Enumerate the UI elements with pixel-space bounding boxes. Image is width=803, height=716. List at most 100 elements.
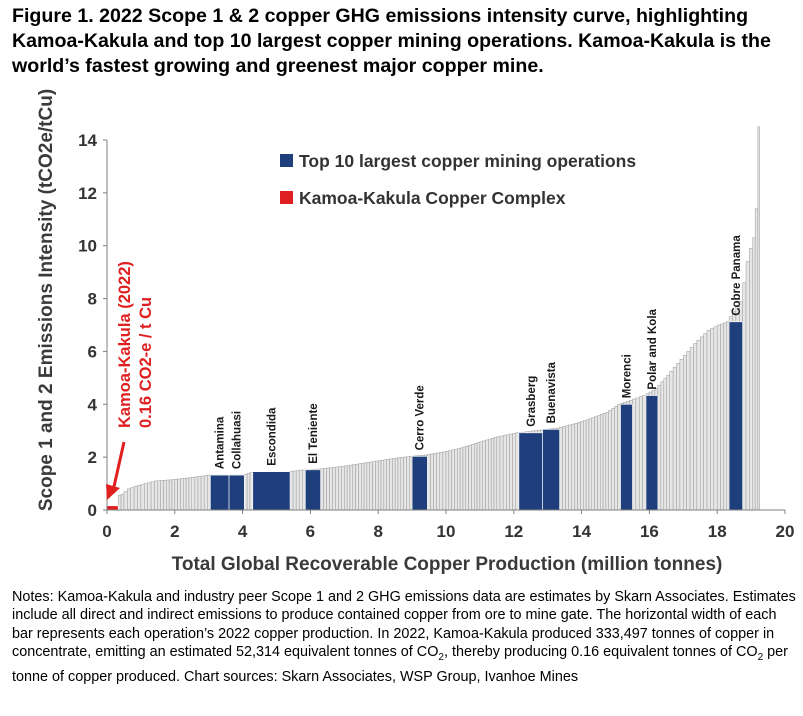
highlighted-bars (106, 321, 743, 511)
industry-bar (127, 488, 131, 511)
industry-bar (363, 462, 368, 511)
legend: Top 10 largest copper mining operations … (280, 151, 636, 208)
x-tick-label: 10 (437, 522, 456, 541)
notes-part-2: , thereby producing 0.16 equivalent tonn… (443, 644, 758, 661)
industry-bar (298, 469, 303, 511)
industry-bar (488, 438, 492, 511)
y-tick-label: 6 (88, 342, 97, 361)
y-tick-label: 0 (88, 501, 97, 520)
industry-bar (380, 459, 385, 511)
x-tick-label: 12 (504, 522, 523, 541)
industry-bar (451, 449, 455, 511)
industry-bar (580, 421, 584, 511)
industry-bar (180, 478, 184, 511)
industry-bar (696, 339, 701, 511)
tick-labels: 0 2 4 6 8 10 12 14 0 2 4 6 8 10 12 14 16 18 20 (78, 131, 794, 541)
legend-label-kamoa: Kamoa-Kakula Copper Complex (299, 188, 566, 208)
industry-bar (341, 466, 345, 511)
industry-bar (117, 495, 122, 511)
y-tick-label: 8 (88, 290, 97, 309)
industry-bar (686, 351, 691, 511)
bar-label: Buenavista (546, 361, 558, 423)
industry-bar (638, 396, 643, 511)
figure-title: Figure 1. 2022 Scope 1 & 2 copper GHG em… (12, 5, 771, 77)
industry-bar (448, 450, 452, 511)
industry-bar (614, 406, 618, 511)
bar-label: El Teniente (308, 403, 320, 464)
industry-bar (244, 473, 248, 511)
industry-bar (289, 471, 294, 511)
industry-bar (611, 408, 615, 511)
bar-label: Grasberg (526, 376, 538, 427)
industry-bar (683, 355, 687, 511)
industry-bar (482, 440, 486, 511)
industry-bar (666, 374, 670, 511)
industry-bar (742, 282, 747, 511)
x-tick-label: 6 (306, 522, 315, 541)
industry-bar (352, 464, 356, 511)
bar-cerro-verde (411, 456, 428, 511)
industry-bar (403, 456, 407, 511)
industry-bar (723, 322, 727, 511)
industry-bar (188, 477, 192, 511)
industry-bar (588, 418, 593, 511)
industry-bar (465, 445, 469, 511)
legend-swatch-top10 (280, 154, 293, 167)
x-tick-label: 8 (373, 522, 382, 541)
industry-bar (608, 409, 612, 511)
industry-bar (361, 463, 365, 511)
industry-bar (349, 464, 354, 511)
industry-bar (559, 427, 563, 511)
industry-bar (171, 479, 176, 511)
industry-bar (474, 443, 478, 511)
industry-bar (506, 434, 510, 511)
bar-collahuasi (228, 474, 245, 511)
bar-label: Cerro Verde (415, 385, 427, 450)
industry-bar (457, 448, 461, 511)
industry-bar (123, 491, 128, 511)
bar-morenci (620, 403, 633, 511)
kamoa-annotation-arrowhead (106, 484, 120, 500)
kamoa-annotation-line1: Kamoa-Kakula (2022) (116, 261, 134, 428)
industry-bar (710, 328, 715, 511)
bar-label: Cobre Panama (731, 235, 743, 316)
industry-bar (749, 248, 754, 511)
industry-bar (430, 453, 434, 511)
y-tick-label: 4 (88, 395, 98, 414)
kamoa-annotation: Kamoa-Kakula (2022) 0.16 CO2-e / t Cu (106, 261, 155, 500)
industry-bar (386, 459, 390, 511)
y-tick-label: 12 (78, 184, 97, 203)
industry-bar (632, 398, 637, 511)
industry-bar (745, 261, 750, 511)
industry-bar (591, 417, 595, 511)
industry-bar (502, 435, 507, 511)
x-tick-label: 4 (238, 522, 248, 541)
industry-bar (358, 463, 362, 511)
industry-bar (585, 419, 590, 511)
industry-bar (185, 477, 190, 511)
bar-escondida (252, 471, 291, 511)
industry-bar (700, 336, 704, 511)
industry-bar (406, 456, 410, 511)
industry-bar (672, 367, 677, 511)
industry-bar (166, 479, 170, 511)
industry-bar (120, 493, 125, 511)
industry-bar (485, 439, 489, 511)
industry-bar (509, 433, 513, 511)
industry-bar (338, 466, 342, 511)
industry-bar (515, 432, 520, 511)
industry-bar (754, 208, 759, 511)
bar-cobre-panama (728, 321, 743, 511)
industry-bar (642, 395, 647, 511)
industry-bar (571, 423, 576, 511)
axes (103, 139, 786, 514)
bar-label: Collahuasi (232, 411, 244, 469)
industry-bar (355, 463, 359, 511)
y-tick-label: 14 (78, 131, 97, 150)
bar-label: Escondida (266, 407, 278, 466)
kamoa-annotation-line2: 0.16 CO2-e / t Cu (137, 297, 155, 428)
industry-bar (512, 433, 516, 511)
legend-swatch-kamoa (280, 191, 293, 204)
x-axis-label: Total Global Recoverable Copper Producti… (172, 554, 723, 575)
x-tick-label: 18 (708, 522, 727, 541)
